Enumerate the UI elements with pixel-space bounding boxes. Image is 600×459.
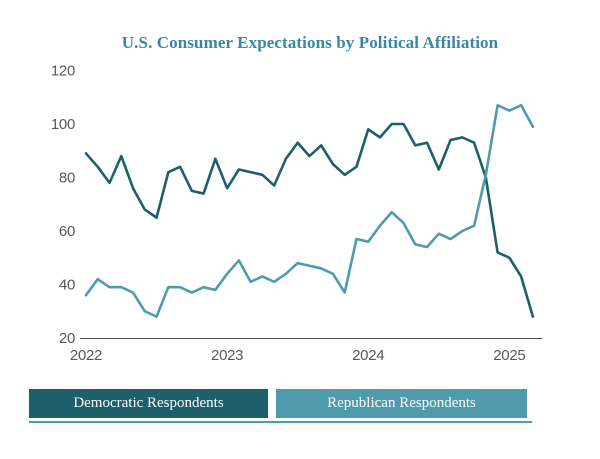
- y-tick-label: 80: [59, 170, 75, 187]
- legend-republican-respondents: Republican Respondents: [276, 389, 527, 418]
- legend-democratic-respondents: Democratic Respondents: [29, 389, 268, 418]
- chart-series-lines: [84, 103, 535, 318]
- x-tick-label: 2024: [352, 347, 384, 364]
- y-tick-label: 120: [51, 63, 75, 80]
- y-tick-label: 100: [51, 116, 75, 133]
- legend-underline: [29, 421, 532, 423]
- y-tick-label: 40: [59, 277, 75, 294]
- line-chart-plot: 20 40 60 80 100 120 2022 2023 2024 2025: [51, 63, 542, 364]
- y-tick-label: 60: [59, 223, 75, 240]
- series-line-republican-respondents: [84, 103, 535, 318]
- series-line-democratic-respondents: [84, 122, 535, 318]
- x-tick-label: 2025: [493, 347, 525, 364]
- legend-republican-label: Republican Respondents: [327, 395, 476, 411]
- x-tick-label: 2023: [211, 347, 243, 364]
- y-tick-label: 20: [59, 330, 75, 347]
- legend-democratic-label: Democratic Respondents: [73, 395, 224, 411]
- y-axis-tick-labels: 20 40 60 80 100 120: [51, 63, 75, 348]
- x-tick-label: 2022: [70, 347, 102, 364]
- x-axis-tick-labels: 2022 2023 2024 2025: [70, 347, 526, 364]
- chart-title: U.S. Consumer Expectations by Political …: [121, 33, 499, 52]
